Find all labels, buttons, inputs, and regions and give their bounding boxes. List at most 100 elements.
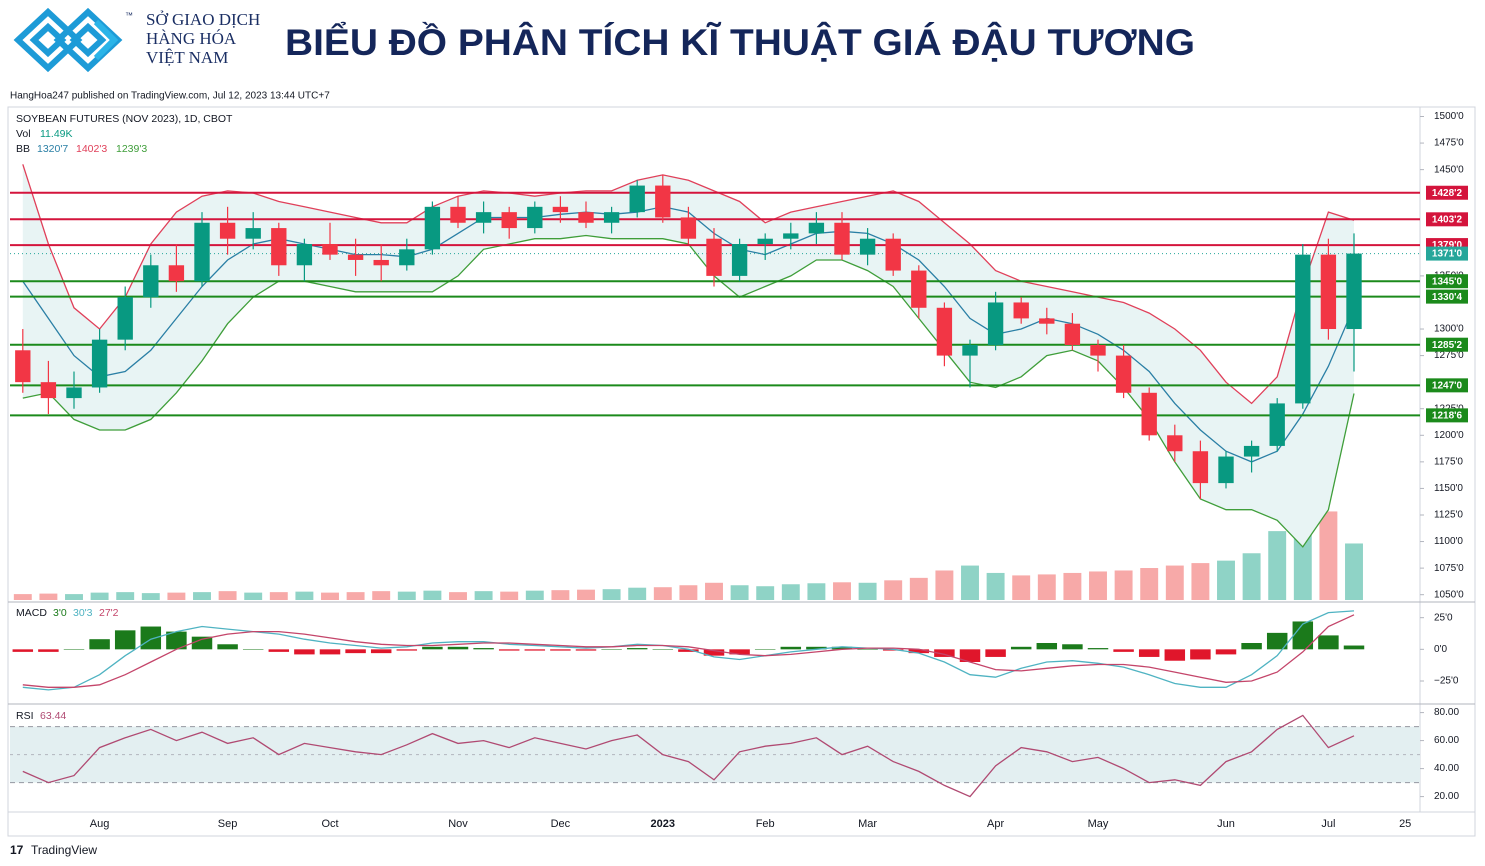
macd-histogram-bar (729, 649, 750, 655)
candle-body (603, 212, 620, 223)
candle-body (808, 222, 825, 234)
volume-bar (1114, 570, 1133, 600)
candle-body (731, 244, 748, 276)
candle-body (911, 270, 927, 308)
candle-body (91, 339, 108, 388)
macd-histogram-bar (191, 636, 213, 650)
candle-body (219, 222, 236, 239)
macd-histogram-bar (294, 649, 315, 655)
candle-body (680, 217, 697, 239)
macd-histogram-bar (550, 649, 571, 651)
candle-body (1013, 302, 1029, 319)
candle-body (245, 228, 261, 239)
candle-body (194, 222, 210, 282)
macd-histogram-bar (934, 649, 955, 657)
logo (13, 7, 123, 73)
volume-bar (1191, 563, 1210, 600)
logo-line: VIỆT NAM (146, 48, 228, 67)
macd-histogram-bar (678, 649, 699, 652)
candle-body (1090, 344, 1106, 356)
macd-histogram-bar (38, 649, 59, 652)
candle-body (962, 344, 978, 356)
y-tick-label: 25'0 (1434, 612, 1453, 623)
level-tag-label: 1218'6 (1432, 411, 1463, 422)
bb-value: 1320'7 (37, 143, 68, 155)
volume-bar (1165, 565, 1184, 600)
volume-bar (218, 591, 237, 600)
trademark: ™ (125, 11, 133, 20)
macd-histogram-bar (831, 646, 853, 650)
macd-histogram-bar (12, 649, 34, 652)
macd-histogram-bar (754, 649, 776, 650)
level-tag (1426, 274, 1468, 289)
volume-bar (577, 589, 595, 600)
volume-bar (858, 582, 877, 600)
macd-histogram-bar (1215, 649, 1237, 655)
macd-histogram-bar (1010, 646, 1032, 650)
macd-histogram-bar (601, 649, 622, 650)
x-tick-label: Oct (321, 818, 338, 830)
candle-body (936, 307, 953, 356)
volume-bar (628, 587, 647, 600)
volume-bar (500, 591, 519, 600)
macd-histogram-bar (780, 646, 802, 650)
volume-bar (602, 589, 621, 600)
y-tick-label: 1150'0 (1434, 483, 1463, 494)
level-tag (1426, 408, 1468, 423)
x-tick-label: Jun (1217, 818, 1235, 830)
logo-line: HÀNG HÓA (146, 29, 237, 48)
macd-histogram-bar (396, 649, 418, 651)
volume-bar (193, 592, 211, 600)
volume-bar (1217, 560, 1235, 600)
level-tag-label: 1371'0 (1432, 249, 1463, 260)
macd-histogram-bar (1087, 648, 1109, 650)
candle-body (1167, 435, 1183, 452)
x-tick-label: 25 (1399, 818, 1411, 830)
candle-body (322, 244, 338, 255)
volume-bar (167, 592, 186, 600)
y-tick-label: 1100'0 (1434, 536, 1463, 547)
macd-histogram-bar (268, 649, 290, 652)
y-tick-label: 1175'0 (1434, 456, 1463, 467)
volume-bar (1037, 574, 1056, 600)
candle-body (475, 212, 492, 223)
macd-line (22, 610, 1355, 691)
logo-line: SỞ GIAO DỊCH (146, 10, 260, 29)
level-tag (1426, 337, 1468, 352)
candle-body (1064, 323, 1081, 345)
macd-value: 27'2 (99, 607, 119, 619)
macd-histogram-bar (626, 648, 648, 650)
volume-bar (449, 592, 467, 600)
x-tick-label: 2023 (651, 818, 675, 830)
bb-legend: BB (16, 143, 30, 155)
x-tick-label: Dec (551, 818, 571, 830)
candle-body (143, 265, 159, 298)
candle-body (1039, 318, 1055, 324)
candle-body (1218, 456, 1234, 484)
volume-bar (1268, 531, 1287, 600)
candle-body (66, 387, 82, 399)
volume-bar (141, 593, 160, 600)
candle-body (552, 206, 569, 213)
volume-bar (1089, 571, 1107, 600)
candle-body (655, 185, 671, 218)
volume-bar (474, 591, 493, 600)
level-tag (1426, 185, 1468, 200)
rsi-line (22, 714, 1355, 798)
macd-histogram-bar (166, 631, 187, 650)
candle-body (987, 302, 1004, 345)
macd-histogram-bar (1266, 632, 1288, 650)
candle-body (399, 249, 415, 266)
macd-histogram-bar (217, 644, 238, 650)
volume-bar (1345, 543, 1363, 600)
candle-body (424, 206, 441, 250)
y-tick-label: 60.00 (1434, 735, 1459, 746)
candle-body (501, 212, 517, 229)
volume-bar (39, 593, 58, 600)
volume-bar (295, 591, 314, 600)
volume-bar (935, 570, 954, 600)
candle-body (527, 206, 543, 229)
level-tag-label: 1428'2 (1432, 188, 1463, 199)
macd-histogram-bar (140, 626, 162, 650)
volume-bar (653, 587, 672, 600)
